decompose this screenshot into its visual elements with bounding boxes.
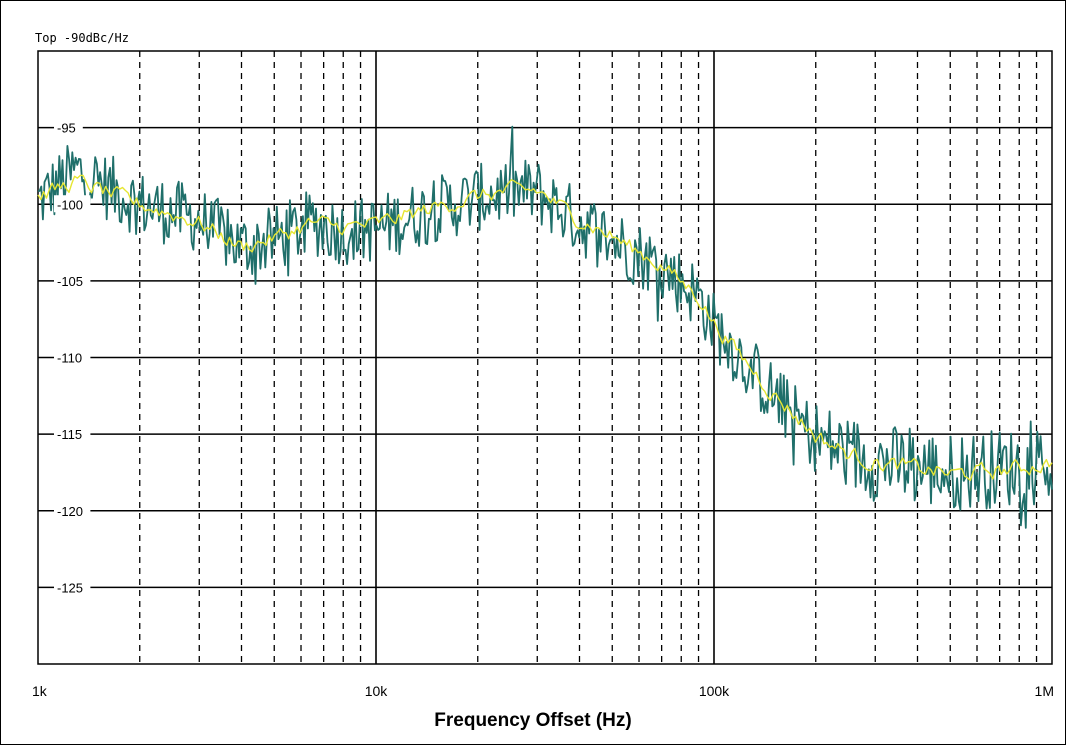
x-tick-label: 100k (699, 683, 730, 699)
y-tick-label: -120 (57, 504, 83, 519)
series-line-raw (37, 125, 1053, 529)
minor-gridlines (139, 51, 1038, 664)
series-layer (37, 125, 1053, 529)
y-tick-labels: -95 -100 -105 -110 -115 -120 -125 (54, 118, 91, 596)
y-tick-bg (54, 118, 83, 136)
y-tick-label: -105 (57, 274, 83, 289)
y-tick-bg (54, 195, 91, 213)
x-axis-label: Frequency Offset (Hz) (434, 710, 631, 731)
y-tick-bg (54, 501, 91, 519)
y-tick-bg (54, 425, 91, 443)
x-tick-label: 1M (1035, 683, 1054, 699)
y-tick-bg (54, 578, 91, 596)
y-tick-label: -100 (57, 197, 83, 212)
y-tick-label: -125 (57, 580, 83, 595)
series-line-average (37, 174, 1053, 482)
y-tick-label: -110 (57, 351, 82, 366)
chart-title: Top -90dBc/Hz (35, 31, 129, 45)
major-gridlines (38, 51, 1052, 664)
y-tick-bg (54, 271, 91, 289)
x-tick-label: 10k (365, 683, 389, 699)
y-tick-label: -115 (57, 427, 82, 442)
y-tick-bg (54, 348, 91, 366)
x-tick-label: 1k (32, 683, 48, 699)
x-tick-labels: 1k 10k 100k 1M (32, 683, 1054, 699)
y-tick-label: -95 (57, 121, 76, 136)
